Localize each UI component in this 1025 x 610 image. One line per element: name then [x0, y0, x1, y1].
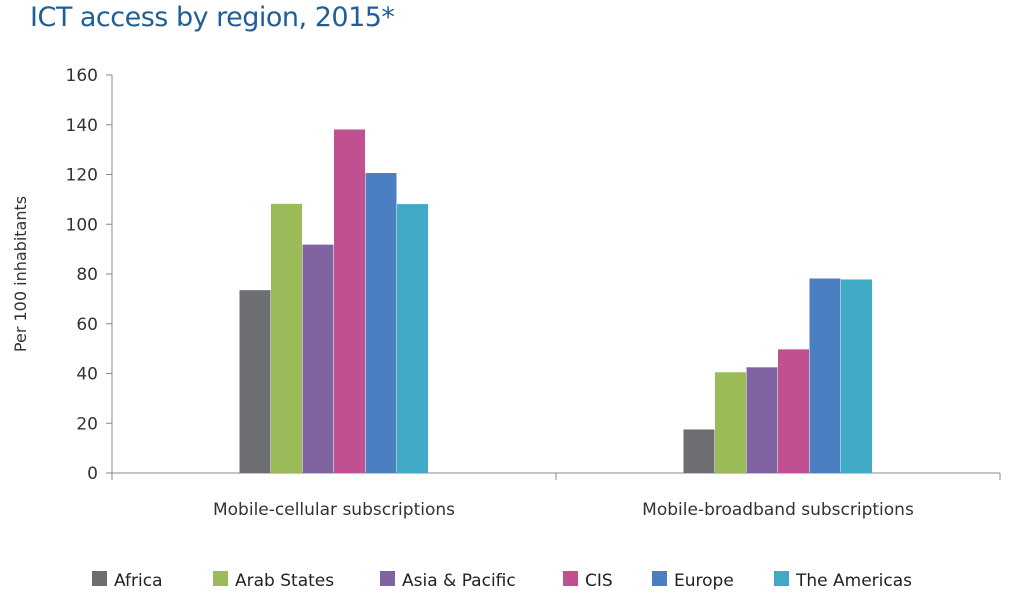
bar-europe-2 [809, 278, 841, 473]
legend-swatch-africa [92, 571, 107, 586]
bar-arab-states-1 [271, 203, 302, 474]
y-tick-label: 80 [76, 265, 98, 285]
bar-cis-2 [778, 349, 809, 473]
y-tick-label: 60 [76, 315, 98, 335]
legend-swatch-europe [652, 571, 667, 586]
x-category-label: Mobile-cellular subscriptions [213, 500, 455, 520]
legend-label: The Americas [795, 571, 912, 591]
legend-label: Asia & Pacific [402, 571, 516, 591]
bar-cis-1 [334, 129, 365, 473]
legend-label: Europe [674, 571, 734, 591]
bar-arab-states-2 [715, 372, 746, 473]
legend-swatch-asia-pacific [380, 571, 395, 586]
bar-africa-2 [683, 429, 715, 473]
x-category-label: Mobile-broadband subscriptions [642, 500, 914, 520]
y-tick-label: 100 [66, 215, 98, 235]
y-axis-title: Per 100 inhabitants [11, 196, 30, 352]
bar-the-americas-2 [841, 279, 872, 473]
y-tick-label: 20 [76, 414, 98, 434]
chart-title: ICT access by region, 2015* [30, 2, 395, 33]
y-tick-label: 160 [66, 66, 98, 86]
bar-africa-1 [239, 290, 271, 473]
legend-swatch-the-americas [774, 571, 789, 586]
bar-europe-1 [365, 173, 397, 473]
y-tick-label: 120 [66, 166, 98, 186]
legend-swatch-cis [563, 571, 578, 586]
y-tick-label: 40 [76, 365, 98, 385]
y-tick-label: 140 [66, 116, 98, 136]
legend-label: Africa [114, 571, 163, 591]
bar-asia-pacific-1 [302, 244, 334, 473]
legend-label: CIS [585, 571, 613, 591]
legend-label: Arab States [235, 571, 334, 591]
bar-the-americas-1 [397, 204, 428, 473]
bar-asia-pacific-2 [746, 367, 778, 473]
legend-swatch-arab-states [213, 571, 228, 586]
y-tick-label: 0 [87, 464, 98, 484]
